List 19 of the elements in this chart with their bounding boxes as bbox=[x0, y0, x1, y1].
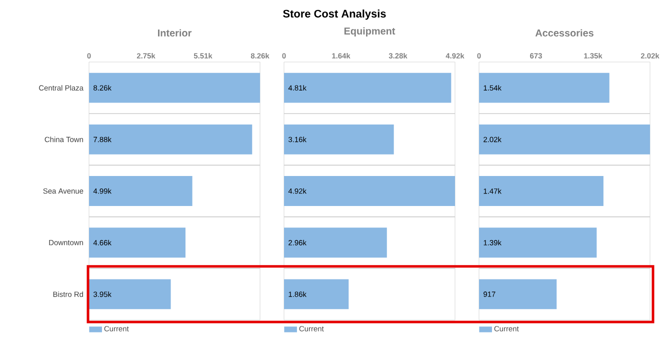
bar bbox=[284, 124, 394, 154]
bar bbox=[89, 279, 171, 310]
bar bbox=[479, 124, 650, 154]
bar bbox=[479, 72, 610, 103]
chart-title: Interior bbox=[158, 29, 192, 36]
bar bbox=[479, 228, 597, 258]
chart-title: Equipment bbox=[344, 27, 396, 36]
bar bbox=[89, 176, 192, 206]
bar bbox=[284, 279, 349, 310]
bar bbox=[89, 228, 186, 258]
bar bbox=[284, 72, 452, 103]
bar bbox=[89, 72, 260, 103]
bar bbox=[89, 124, 252, 154]
bar bbox=[284, 176, 456, 206]
chart-title: Accessories bbox=[535, 29, 594, 36]
bar bbox=[479, 279, 557, 310]
bar bbox=[479, 176, 604, 206]
bar bbox=[284, 228, 387, 258]
text: Store Cost Analysis bbox=[283, 10, 386, 20]
